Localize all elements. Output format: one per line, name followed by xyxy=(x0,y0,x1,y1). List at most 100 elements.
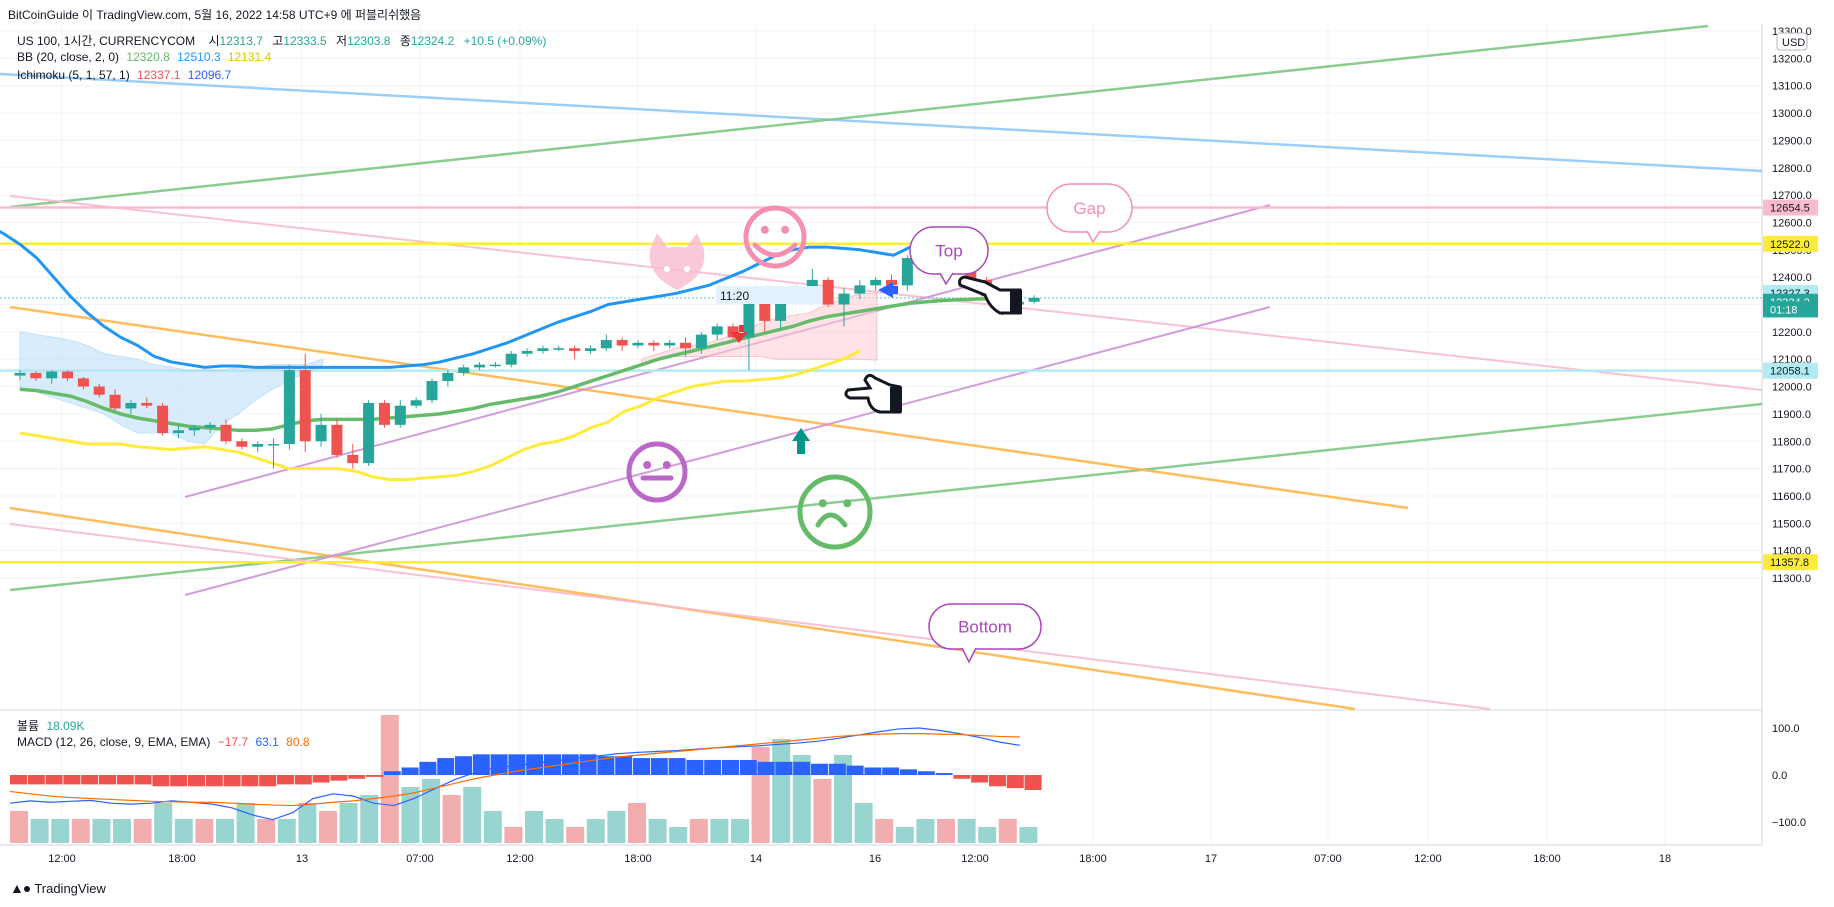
macd-hist-bar xyxy=(811,763,828,775)
candle-body xyxy=(109,394,121,409)
bb-lower-line xyxy=(19,349,861,482)
volume-bar xyxy=(174,819,193,843)
candle-body xyxy=(870,279,882,286)
currency-button[interactable] xyxy=(1776,32,1808,51)
legend-symbol: US 100, 1시간, CURRENCYCOM xyxy=(17,34,196,48)
price-tick-label: 11800.0 xyxy=(1772,436,1811,448)
volume-bar xyxy=(51,819,70,843)
legend-volume-row[interactable]: 볼륨 18.09K xyxy=(17,717,88,734)
macd-hist-bar xyxy=(205,775,223,787)
time-tick-label: 13 xyxy=(296,853,308,865)
candle-body xyxy=(315,424,327,442)
candle-body xyxy=(600,340,612,349)
candle-body xyxy=(727,326,739,338)
macd-hist-bar xyxy=(170,775,188,787)
macd-hist-bar xyxy=(704,759,722,775)
macd-hist-bar xyxy=(828,763,846,775)
candle-body xyxy=(854,285,866,294)
candle-body xyxy=(236,441,248,447)
candle-body xyxy=(505,353,517,365)
price-label: 12654.5 xyxy=(1770,203,1810,215)
candle-body xyxy=(77,378,89,387)
macd-hist-bar xyxy=(81,775,99,785)
legend-low: 12303.8 xyxy=(347,34,391,48)
candle-body xyxy=(584,348,596,351)
candle-body xyxy=(806,279,818,289)
macd-hist-bar xyxy=(348,775,366,779)
volume-bar xyxy=(442,795,461,843)
arrow-down-icon xyxy=(730,325,748,343)
volume-bar xyxy=(957,819,976,843)
volume-bar xyxy=(895,827,914,843)
macd-tick-label: 100.0 xyxy=(1772,723,1800,735)
candle-body xyxy=(632,342,644,346)
time-tick-label: 12:00 xyxy=(506,853,534,865)
legend-open: 12313.7 xyxy=(219,34,263,48)
legend-bb-row[interactable]: BB (20, close, 2, 0) 12320.8 12510.3 121… xyxy=(17,50,275,64)
price-tick-label: 12600.0 xyxy=(1772,217,1812,229)
time-tick-label: 18:00 xyxy=(1079,853,1107,865)
candle-body xyxy=(410,400,422,406)
candle-body xyxy=(14,372,26,376)
bottom-callout: Bottom xyxy=(928,603,1042,664)
candle-body xyxy=(220,424,232,442)
confused-face-icon xyxy=(797,474,873,550)
candle-body xyxy=(93,386,105,395)
legend-ichimoku-row[interactable]: Ichimoku (5, 1, 57, 1) 12337.1 12096.7 xyxy=(17,68,235,82)
legend-close: 12324.2 xyxy=(410,34,455,48)
candle-body xyxy=(537,348,549,351)
macd-hist-bar xyxy=(437,758,455,775)
brand-text: TradingView xyxy=(34,880,106,896)
legend-change: +10.5 (+0.09%) xyxy=(463,34,547,48)
candle-body xyxy=(759,296,771,321)
tradingview-brand[interactable]: ▲● TradingView xyxy=(10,880,106,896)
legend-bb-lower: 12131.4 xyxy=(227,50,272,64)
time-tick-label: 17 xyxy=(1205,853,1217,865)
arrow-left-icon xyxy=(878,282,898,298)
candle-body xyxy=(711,326,723,335)
macd-hist-bar xyxy=(900,769,917,775)
bb-upper-line xyxy=(0,230,912,369)
macd-hist-bar xyxy=(99,775,116,785)
candle-body xyxy=(775,290,787,321)
volume-bar xyxy=(504,827,523,843)
volume-bar xyxy=(834,755,852,843)
macd-hist-bar xyxy=(366,775,383,777)
price-label: 12522.0 xyxy=(1770,239,1810,251)
legend-macd-row[interactable]: MACD (12, 26, close, 9, EMA, EMA) −17.7 … xyxy=(17,735,314,749)
macd-hist-bar xyxy=(668,758,686,775)
candle-body xyxy=(553,348,565,350)
volume-bar xyxy=(731,819,749,843)
volume-bar xyxy=(422,779,440,843)
candle-body xyxy=(838,293,850,305)
candle-body xyxy=(901,258,913,286)
price-tick-label: 13100.0 xyxy=(1772,81,1812,93)
price-label: 11357.8 xyxy=(1770,557,1809,569)
price-label-bg xyxy=(1763,362,1818,379)
volume-bar xyxy=(628,803,646,843)
macd-hist-bar xyxy=(953,775,971,779)
candle-body xyxy=(1028,297,1040,302)
macd-hist-bar xyxy=(650,758,668,775)
macd-hist-bar xyxy=(134,775,152,785)
time-tick-label: 18 xyxy=(1659,853,1671,865)
macd-hist-bar xyxy=(775,761,793,775)
macd-hist-bar xyxy=(864,767,882,775)
candle-body xyxy=(188,427,200,431)
bb-basis-line xyxy=(19,297,1012,433)
macd-hist-bar xyxy=(383,771,401,775)
price-tick-label: 11300.0 xyxy=(1772,573,1811,585)
macd-hist-bar xyxy=(401,767,419,775)
candle-body xyxy=(426,381,438,401)
macd-hist-bar xyxy=(294,775,312,785)
volume-bar xyxy=(998,819,1017,843)
candle-body xyxy=(283,370,295,444)
candle-body xyxy=(62,371,74,379)
macd-hist-bar xyxy=(259,775,277,787)
volume-bar xyxy=(525,811,543,843)
volume-bar xyxy=(113,819,131,843)
volume-bar xyxy=(236,803,255,843)
svg-text:Bottom: Bottom xyxy=(958,618,1012,637)
candle-body xyxy=(347,454,359,464)
